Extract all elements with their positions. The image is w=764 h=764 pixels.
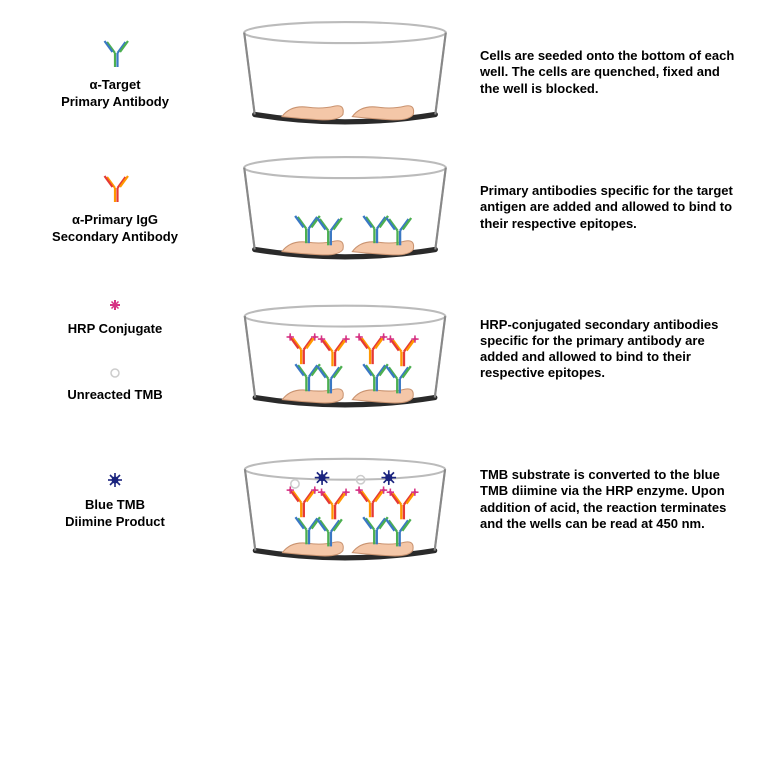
well-step1	[230, 20, 460, 125]
desc-step4: TMB substrate is converted to the blue T…	[480, 467, 740, 532]
desc-step1: Cells are seeded onto the bottom of each…	[480, 48, 740, 97]
well-step3	[230, 290, 460, 408]
secondary-antibody-icon	[97, 170, 133, 206]
legend-hrp: HRP Conjugate	[20, 295, 210, 337]
legend-unreacted-tmb: Unreacted TMB	[20, 365, 210, 403]
unreacted-tmb-icon	[107, 365, 123, 381]
legend-primary-ab: α-TargetPrimary Antibody	[20, 35, 210, 110]
primary-antibody-icon	[97, 35, 133, 71]
legend-blue-tmb: Blue TMBDiimine Product	[20, 469, 210, 530]
legend-unreacted-tmb-label: Unreacted TMB	[67, 387, 162, 402]
legend-secondary-ab-label: α-Primary IgGSecondary Antibody	[52, 212, 178, 243]
well-step2	[230, 155, 460, 260]
desc-step3: HRP-conjugated secondary antibodies spec…	[480, 317, 740, 382]
well-step4	[230, 438, 460, 561]
desc-step2: Primary antibodies specific for the targ…	[480, 183, 740, 232]
legend-primary-ab-label: α-TargetPrimary Antibody	[61, 77, 169, 108]
legend-blue-tmb-label: Blue TMBDiimine Product	[65, 497, 165, 528]
elisa-diagram-grid: α-TargetPrimary Antibody Cells are seede…	[20, 20, 744, 561]
legend-hrp-label: HRP Conjugate	[68, 321, 162, 336]
legend-secondary-ab: α-Primary IgGSecondary Antibody	[20, 170, 210, 245]
blue-tmb-icon	[104, 469, 126, 491]
hrp-conjugate-icon	[105, 295, 125, 315]
